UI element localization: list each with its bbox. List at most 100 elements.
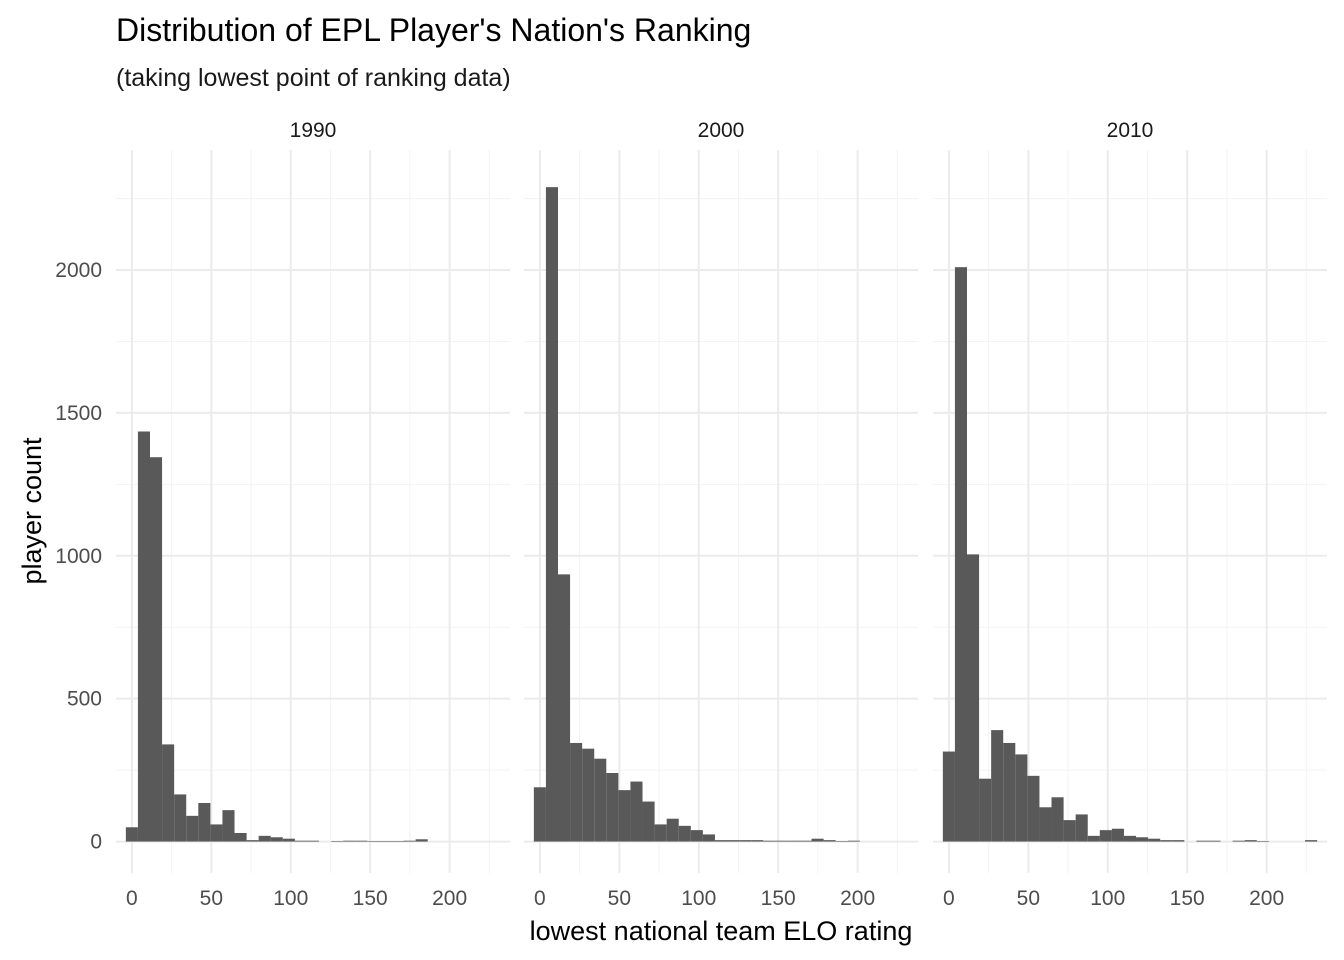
histogram-bar (1123, 835, 1137, 842)
histogram-bar (1148, 838, 1161, 842)
histogram-bar (630, 781, 643, 842)
histogram-bar (1039, 807, 1052, 842)
histogram-bar (403, 840, 416, 842)
histogram-bar (763, 840, 776, 842)
histogram-bar (258, 835, 271, 842)
histogram-bar (570, 742, 583, 842)
histogram-bar (727, 840, 740, 842)
y-tick-label: 500 (67, 688, 102, 711)
histogram-bar (306, 840, 320, 842)
histogram-bar (1111, 828, 1124, 842)
histogram-bar (1015, 754, 1028, 842)
histogram-bar (1087, 835, 1100, 842)
histogram-bar (270, 837, 283, 842)
histogram-bar (594, 758, 607, 842)
chart-title: Distribution of EPL Player's Nation's Ra… (116, 12, 751, 48)
histogram-bar (1172, 840, 1185, 842)
x-tick-label: 0 (943, 887, 955, 910)
histogram-bar (379, 840, 392, 842)
x-tick-label: 50 (200, 887, 223, 910)
histogram-bar (186, 815, 199, 842)
histogram-bar (415, 839, 428, 842)
x-tick-label: 0 (126, 887, 138, 910)
x-tick-label: 150 (761, 887, 796, 910)
facet-strip-label: 1990 (290, 119, 337, 142)
histogram-bar (690, 830, 703, 842)
histogram-bar (775, 840, 788, 842)
histogram-bar (234, 832, 247, 842)
histogram-bar (1256, 840, 1269, 842)
x-tick-label: 50 (1017, 887, 1040, 910)
histogram-bar (835, 840, 848, 842)
histogram-bar (991, 730, 1004, 842)
histogram-bar (222, 810, 235, 842)
histogram-bar (1208, 840, 1221, 842)
histogram-bar (1244, 840, 1257, 842)
x-tick-label: 50 (608, 887, 631, 910)
x-tick-label: 150 (1170, 887, 1205, 910)
histogram-bar (1160, 840, 1173, 842)
x-tick-label: 200 (840, 887, 875, 910)
histogram-bar (1305, 840, 1318, 842)
x-tick-label: 200 (432, 887, 467, 910)
histogram-bar (1099, 830, 1112, 842)
histogram-bar (966, 554, 980, 842)
histogram-bar (823, 840, 836, 842)
histogram-bar (606, 772, 619, 842)
histogram-bar (654, 824, 667, 842)
y-axis-title: player count (17, 437, 47, 585)
facet-panel-2010: 2010 0 50 100 150 200 (933, 119, 1327, 910)
histogram-bar (1051, 797, 1064, 842)
histogram-bar (331, 840, 344, 842)
histogram-bar (582, 748, 595, 842)
histogram-bar (1232, 840, 1245, 842)
histogram-bar (391, 840, 404, 842)
x-tick-label: 100 (273, 887, 308, 910)
histogram-bar (618, 790, 631, 842)
x-tick-label: 100 (1090, 887, 1125, 910)
histogram-bar (355, 840, 368, 842)
histogram-bar (162, 744, 175, 842)
histogram-bar (1196, 840, 1209, 842)
histogram-bar (1003, 742, 1016, 842)
histogram-bar (787, 840, 800, 842)
histogram-bar (979, 778, 992, 842)
histogram-bar (557, 574, 571, 842)
histogram-bar (1075, 814, 1088, 842)
histogram-bar (149, 457, 163, 842)
chart-subtitle: (taking lowest point of ranking data) (116, 64, 511, 92)
histogram-bar (174, 794, 187, 842)
histogram-bar (246, 840, 259, 842)
histogram-bar (678, 825, 691, 842)
y-tick-label: 1500 (55, 402, 102, 425)
facet-strip-label: 2000 (698, 119, 745, 142)
histogram-bar (545, 187, 558, 842)
facet-panel-2000: 2000 0 50 100 150 200 (524, 119, 918, 910)
histogram-bar (714, 840, 728, 842)
histogram-bar (702, 834, 715, 842)
histogram-bar (739, 840, 752, 842)
x-axis-title: lowest national team ELO rating (530, 916, 913, 946)
histogram-bar (1063, 820, 1076, 842)
y-tick-label: 0 (90, 831, 102, 854)
y-tick-label: 2000 (55, 259, 102, 282)
histogram-bar (954, 267, 967, 842)
histogram-bar (294, 840, 307, 842)
histogram-bar (282, 838, 295, 842)
facet-panel-1990: 1990 0 50 100 150 200 (116, 119, 510, 910)
histogram-bar (125, 827, 138, 842)
x-tick-label: 200 (1249, 887, 1284, 910)
histogram-bar (811, 838, 824, 842)
histogram-bar (751, 840, 764, 842)
histogram-bar (198, 802, 211, 842)
y-tick-label: 1000 (55, 545, 102, 568)
x-tick-label: 0 (534, 887, 546, 910)
histogram-bar (343, 840, 356, 842)
x-tick-label: 100 (681, 887, 716, 910)
facet-strip-label: 2010 (1107, 119, 1154, 142)
histogram-bar (1027, 775, 1040, 842)
histogram-bar (847, 840, 860, 842)
histogram-bar (210, 824, 223, 842)
histogram-bar (666, 818, 679, 842)
